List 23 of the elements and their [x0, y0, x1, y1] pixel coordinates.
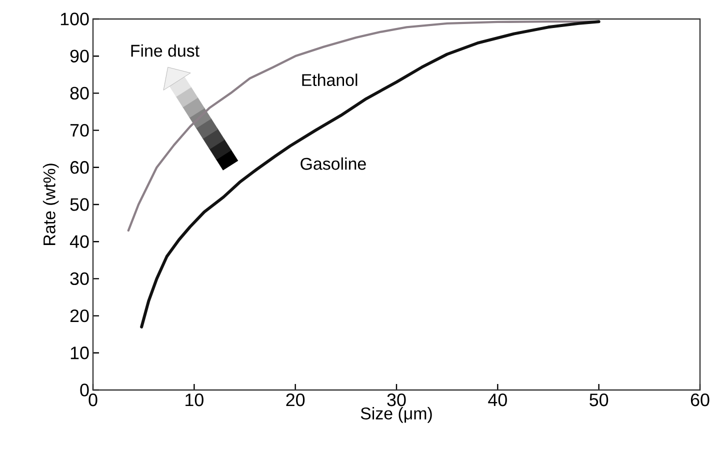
annotation: Fine dust: [131, 44, 200, 57]
y-axis-title: Rate (wt%): [42, 164, 59, 245]
series-label: Gasoline: [300, 157, 366, 170]
y-tick-label: 90: [70, 50, 89, 62]
y-tick-label: 40: [70, 235, 89, 248]
x-tick-label: 20: [286, 394, 305, 406]
series-label: Ethanol: [302, 74, 358, 86]
x-tick-label: 10: [186, 394, 204, 406]
x-tick-label: 40: [488, 394, 507, 406]
y-tick-label: 70: [70, 124, 89, 137]
y-tick-label: 50: [70, 198, 89, 211]
x-tick-label: 60: [690, 394, 710, 406]
y-tick-label: 0: [80, 384, 89, 396]
y-tick-label: 30: [70, 272, 89, 286]
y-tick-label: 80: [70, 86, 89, 100]
x-tick-label: 0: [88, 394, 98, 406]
y-tick-label: 20: [70, 309, 89, 322]
x-axis-title: Size (μm): [360, 407, 432, 423]
y-tick-label: 10: [70, 346, 89, 360]
y-tick-label: 60: [70, 161, 89, 174]
y-tick-label: 100: [60, 12, 89, 26]
x-tick-label: 30: [387, 394, 406, 406]
x-tick-label: 50: [590, 394, 608, 406]
